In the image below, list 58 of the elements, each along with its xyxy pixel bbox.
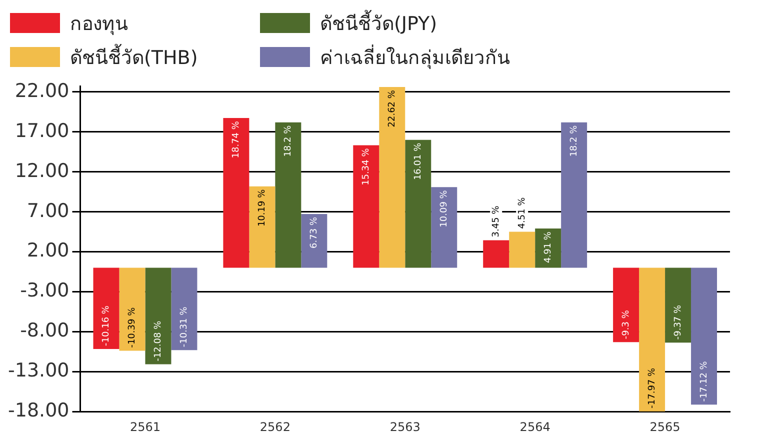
bar: [535, 228, 562, 268]
bar: [119, 268, 146, 351]
legend-label: ค่าเฉลี่ยในกลุ่มเดียวกัน: [320, 44, 510, 71]
bar: [301, 214, 328, 268]
data-label: 18.2 %: [569, 124, 580, 157]
data-label: -9.37 %: [673, 304, 684, 340]
data-label: 4.91 %: [543, 231, 554, 263]
bar: [665, 268, 692, 343]
bar: [431, 187, 458, 268]
bar: [405, 140, 432, 268]
y-tick-label: 7.00: [26, 200, 70, 222]
y-tick-label: 17.00: [14, 120, 70, 142]
data-label: 10.19 %: [258, 188, 268, 227]
data-label: -10.31 %: [180, 306, 190, 348]
bar: [509, 232, 536, 268]
y-tick-label: -3.00: [20, 280, 70, 302]
legend-label: กองทุน: [70, 12, 128, 37]
y-tick-label: -13.00: [8, 360, 70, 382]
bar: [639, 268, 666, 412]
data-label: 10.09 %: [439, 190, 450, 228]
bar: [353, 145, 380, 268]
y-tick-label: 22.00: [14, 80, 70, 102]
data-label: -10.16 %: [102, 305, 112, 346]
bar: [483, 240, 510, 268]
data-label: 15.34 %: [361, 148, 372, 186]
data-label: 4.51 %: [517, 196, 528, 229]
data-label: 18.2 %: [284, 124, 294, 157]
data-label: -9.3 %: [621, 310, 632, 340]
bar: [249, 186, 276, 268]
bar: [93, 268, 120, 349]
bar: [145, 268, 172, 364]
x-tick-label: 2564: [520, 420, 550, 434]
bar: [691, 268, 718, 405]
bar: [613, 268, 640, 342]
data-label: -17.12 %: [699, 360, 710, 402]
x-tick-label: 2563: [390, 420, 420, 434]
bar: [379, 87, 406, 268]
legend-label: ดัชนีชี้วัด(THB): [70, 42, 198, 71]
data-label: 22.62 %: [387, 90, 398, 128]
data-label: -10.39 %: [128, 306, 138, 348]
y-tick-label: -8.00: [20, 320, 70, 342]
data-label: 16.01 %: [413, 142, 424, 180]
data-label: 3.45 %: [491, 205, 502, 238]
bar: [171, 268, 198, 350]
y-tick-label: -18.00: [8, 400, 70, 422]
x-tick-label: 2565: [650, 420, 680, 434]
data-label: -17.97 %: [647, 367, 658, 408]
bar: [275, 122, 302, 268]
bar: [561, 122, 588, 268]
y-tick-label: 12.00: [14, 160, 70, 182]
data-label: 18.74 %: [232, 120, 242, 158]
y-tick-label: 2.00: [26, 240, 70, 262]
x-tick-label: 2561: [130, 420, 160, 434]
x-tick-label: 2562: [260, 420, 290, 434]
data-label: 6.73 %: [310, 216, 320, 248]
bar: [223, 118, 250, 268]
data-label: -12.08 %: [154, 320, 164, 362]
legend-label: ดัชนีชี้วัด(JPY): [320, 8, 438, 37]
